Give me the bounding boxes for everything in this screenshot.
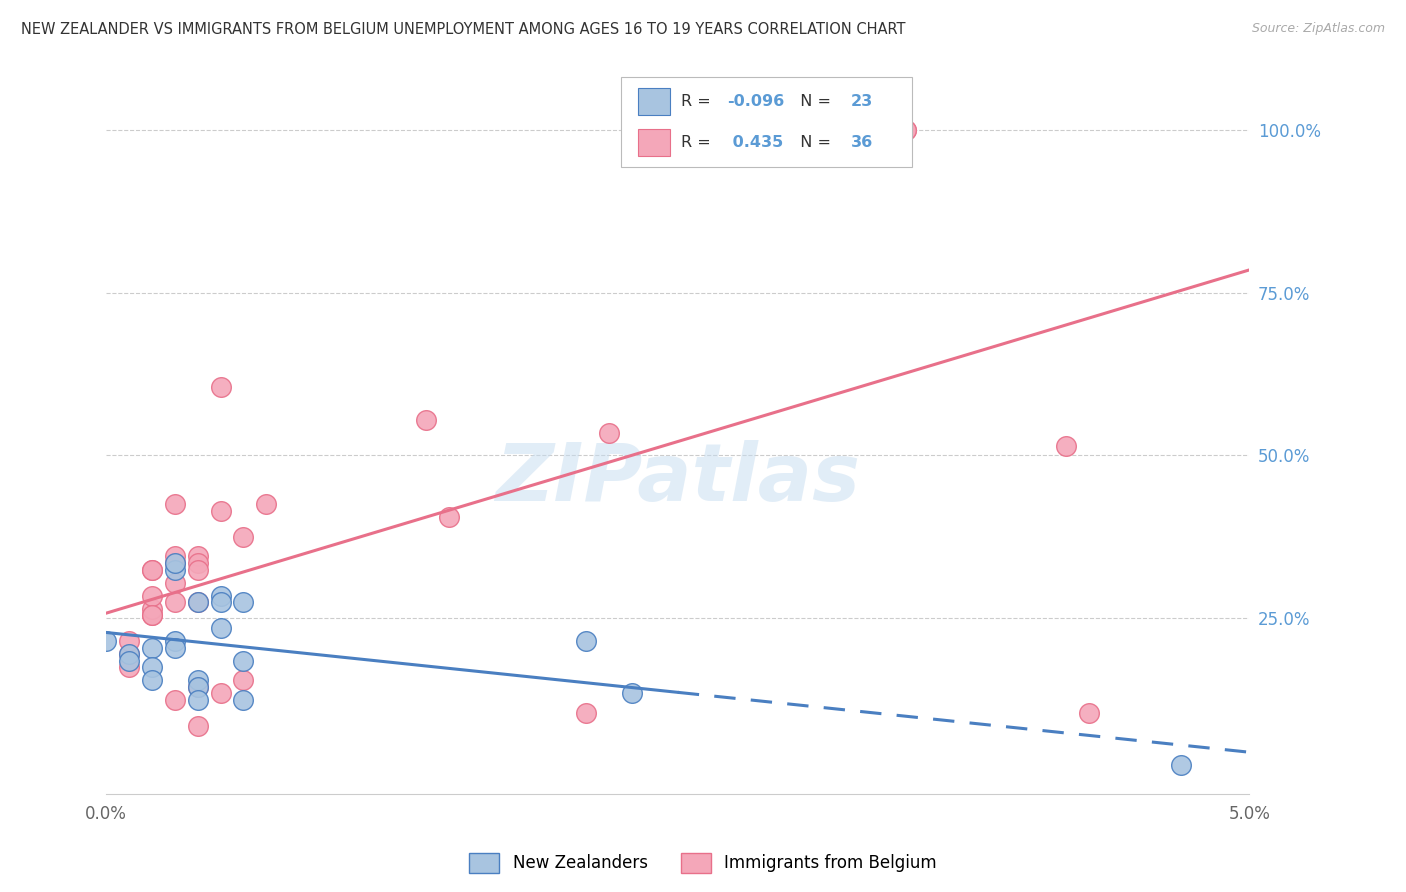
Point bbox=[187, 673, 209, 688]
Point bbox=[1078, 706, 1101, 720]
Point bbox=[209, 589, 232, 603]
Point bbox=[118, 647, 141, 661]
Point bbox=[232, 595, 254, 609]
Point bbox=[209, 380, 232, 394]
Text: N =: N = bbox=[790, 136, 837, 151]
Point bbox=[187, 680, 209, 694]
Point bbox=[232, 673, 254, 688]
Text: R =: R = bbox=[682, 95, 716, 109]
Point bbox=[163, 562, 186, 576]
Point bbox=[96, 634, 118, 648]
Text: Source: ZipAtlas.com: Source: ZipAtlas.com bbox=[1251, 22, 1385, 36]
Point bbox=[415, 412, 437, 426]
Point bbox=[187, 556, 209, 570]
Point bbox=[141, 562, 163, 576]
Point bbox=[187, 549, 209, 564]
Point bbox=[163, 640, 186, 655]
Point bbox=[118, 634, 141, 648]
Point bbox=[598, 425, 620, 440]
Point bbox=[163, 549, 186, 564]
Point bbox=[118, 647, 141, 661]
Point bbox=[187, 693, 209, 707]
Point bbox=[163, 497, 186, 511]
Point bbox=[896, 122, 918, 136]
Text: 0.435: 0.435 bbox=[727, 136, 783, 151]
Point bbox=[141, 589, 163, 603]
Point bbox=[621, 686, 644, 700]
Point bbox=[232, 654, 254, 668]
Point bbox=[896, 122, 918, 136]
Point bbox=[141, 608, 163, 623]
Point bbox=[1170, 758, 1192, 772]
Point bbox=[118, 654, 141, 668]
Point bbox=[575, 634, 598, 648]
Point bbox=[1056, 439, 1078, 453]
Point bbox=[232, 693, 254, 707]
Point bbox=[163, 575, 186, 590]
Point bbox=[163, 634, 186, 648]
Text: ZIPatlas: ZIPatlas bbox=[495, 440, 860, 518]
Point bbox=[187, 680, 209, 694]
Point bbox=[187, 719, 209, 733]
Point bbox=[209, 504, 232, 518]
Point bbox=[232, 530, 254, 544]
Point bbox=[437, 510, 460, 524]
Text: -0.096: -0.096 bbox=[727, 95, 785, 109]
Point bbox=[163, 693, 186, 707]
Text: 36: 36 bbox=[851, 136, 873, 151]
Point bbox=[141, 562, 163, 576]
Point bbox=[187, 562, 209, 576]
Point bbox=[575, 706, 598, 720]
Text: 23: 23 bbox=[851, 95, 873, 109]
Point bbox=[758, 122, 780, 136]
Point bbox=[209, 595, 232, 609]
Point bbox=[141, 640, 163, 655]
FancyBboxPatch shape bbox=[638, 88, 669, 115]
FancyBboxPatch shape bbox=[638, 129, 669, 156]
Point bbox=[187, 595, 209, 609]
Point bbox=[209, 686, 232, 700]
Text: N =: N = bbox=[790, 95, 837, 109]
Text: R =: R = bbox=[682, 136, 716, 151]
Point bbox=[163, 556, 186, 570]
Point bbox=[187, 595, 209, 609]
Point bbox=[141, 601, 163, 615]
Point bbox=[254, 497, 277, 511]
Point bbox=[141, 660, 163, 674]
FancyBboxPatch shape bbox=[620, 78, 912, 167]
Legend: New Zealanders, Immigrants from Belgium: New Zealanders, Immigrants from Belgium bbox=[463, 847, 943, 880]
Point bbox=[163, 556, 186, 570]
Point bbox=[141, 608, 163, 623]
Point bbox=[209, 621, 232, 635]
Text: NEW ZEALANDER VS IMMIGRANTS FROM BELGIUM UNEMPLOYMENT AMONG AGES 16 TO 19 YEARS : NEW ZEALANDER VS IMMIGRANTS FROM BELGIUM… bbox=[21, 22, 905, 37]
Point bbox=[118, 660, 141, 674]
Point bbox=[163, 595, 186, 609]
Point bbox=[141, 673, 163, 688]
